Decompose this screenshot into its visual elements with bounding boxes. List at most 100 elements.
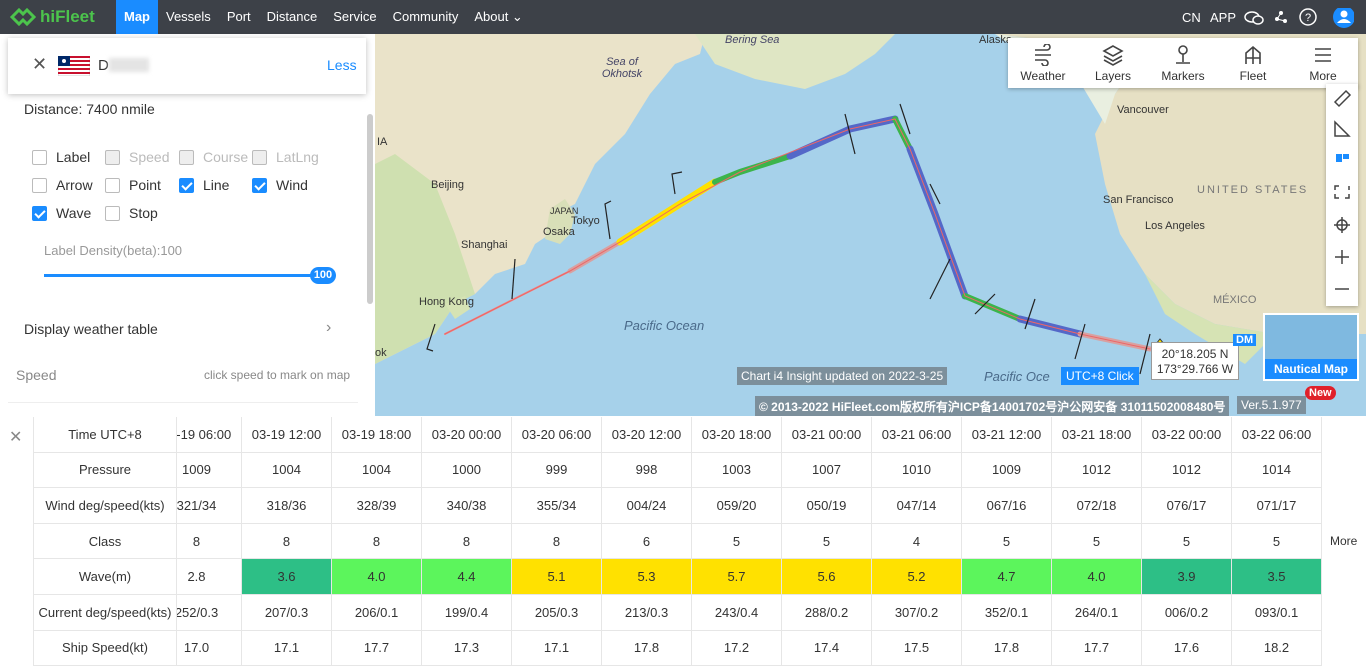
checkbox-label: Wind [276,177,308,193]
menu-item[interactable]: Service [333,9,377,24]
map-label: Hong Kong [419,296,475,308]
row-header: Wind deg/speed(kts) [34,488,177,524]
toolbar-button[interactable]: Layers [1078,38,1148,88]
checkbox[interactable] [32,149,47,165]
menu: Map Vessels Port Distance Service Community Ab… [116,0,531,34]
table-cell: 8 [242,523,332,560]
table-cell: 17.2 [692,630,782,667]
nautical-map-thumb[interactable]: Nautical Map [1263,313,1359,381]
latitude: 20°18.205 N [1161,347,1229,361]
checkbox[interactable] [105,205,120,221]
checkbox-option[interactable]: Label [32,148,105,166]
table-cell: 5 [1232,523,1322,560]
table-cell: 321/34 [152,488,242,524]
table-cell: 17.0 [152,630,242,667]
map-label: Alaska [979,34,1013,46]
row-header: Class [34,523,177,560]
table-data: 03-19 06:00 1009 321/34 8 2.8 252/0.3 17.0 03-1… [152,417,1322,667]
scrollbar[interactable] [367,114,373,304]
toolbar-button[interactable]: Markers [1148,38,1218,88]
wave-cell: 3.9 [1142,559,1232,595]
slider-handle[interactable]: 100 [310,267,336,284]
table-cell: 18.2 [1232,630,1322,667]
checkbox[interactable] [32,177,47,193]
table-cell: 5 [1142,523,1232,560]
table-cell: 1009 [152,452,242,489]
toolbar-button[interactable]: Fleet [1218,38,1288,88]
left-panel: ✕ D Less Distance: 7400 nmile Label Speed… [8,34,373,416]
table-cell: 4 [872,523,962,560]
table-row-headers: Time UTC+8 Pressure Wind deg/speed(kts) Cla… [33,417,177,667]
table-cell: 1003 [692,452,782,489]
checkbox-option[interactable]: Line [179,176,252,194]
checkbox-option[interactable]: Wind [252,176,332,194]
utc-button[interactable]: UTC+8 Click [1061,367,1139,385]
new-badge: New [1305,386,1336,400]
table-cell: 03-21 12:00 [962,417,1052,453]
table-cell: 03-19 06:00 [152,417,242,453]
table-cell: 1009 [962,452,1052,489]
chevron: › [326,319,332,336]
map-label: Tokyo [571,215,600,227]
wave-cell: 3.6 [242,559,332,595]
menu-item[interactable]: Vessels [166,9,211,24]
table-cell: 340/38 [422,488,512,524]
table-cell: 076/17 [1142,488,1232,524]
copyright: © 2013-2022 HiFleet.com版权所有沪ICP备14001702… [755,396,1230,416]
checkbox-label: Wave [56,205,92,221]
table-cell: 059/20 [692,488,782,524]
close-button[interactable]: ✕ [32,54,48,74]
menu-item[interactable]: Distance [266,9,318,24]
checkbox-label: LatLng [276,149,319,165]
checkbox-option[interactable]: Stop [105,204,179,222]
weather-table-link[interactable]: Display weather table [24,321,158,337]
menu-item[interactable]: Community [392,9,459,24]
checkbox[interactable] [105,177,120,193]
tooltip-tag: DM [1233,334,1257,346]
table-cell: 1000 [422,452,512,489]
slider-track[interactable] [44,274,334,277]
checkbox-option[interactable]: Arrow [32,176,105,194]
table-cell: 1012 [1142,452,1232,489]
map-label: MÉXICO [1213,294,1257,306]
more-link[interactable]: More [1330,534,1358,548]
table-cell: 17.7 [1052,630,1142,667]
menu-item[interactable]: Port [226,9,251,24]
table-cell: 03-20 18:00 [692,417,782,453]
table-cell: 264/0.1 [1052,594,1142,631]
checkbox-option[interactable]: Point [105,176,179,194]
map-label: Bering Sea [725,34,780,46]
table-cell: 1007 [782,452,872,489]
map[interactable]: Bering Sea Sea of Okhotsk Alaska Vancouv… [375,34,1366,416]
checkbox[interactable] [32,205,47,221]
toolbar-button[interactable]: More [1288,38,1358,88]
less-link[interactable]: Less [327,57,357,73]
table-cell: 072/18 [1052,488,1142,524]
name-blur [109,58,149,72]
checkbox-label: Arrow [56,177,93,193]
checkbox[interactable] [252,177,267,193]
coord-tooltip: 20°18.205 N 173°29.766 W [1151,342,1239,380]
table-cell: 17.8 [602,630,692,667]
checkbox[interactable] [179,177,194,193]
table-column: 03-22 00:00 1012 076/17 5 3.9 006/0.2 17.6 [1142,417,1232,667]
table-close[interactable]: ✕ [9,429,23,446]
menu-item[interactable]: Map [116,0,158,34]
logo[interactable]: hiFleet [40,7,95,26]
lang[interactable]: CN [1182,10,1201,25]
table-cell: 5 [692,523,782,560]
checkbox-option[interactable]: Wave [32,204,105,222]
table-cell: 03-19 12:00 [242,417,332,453]
table-cell: 03-22 06:00 [1232,417,1322,453]
checkbox [105,149,120,165]
checkbox-label: Stop [129,205,158,221]
toolbar-button[interactable]: Weather [1008,38,1078,88]
map-label: Sea of Okhotsk [601,56,643,80]
nautical-map[interactable]: Nautical Map [1265,359,1357,379]
wave-cell: 5.2 [872,559,962,595]
table-cell: 067/16 [962,488,1052,524]
app[interactable]: APP [1210,10,1237,25]
menu-item[interactable]: About ⌄ [474,9,523,24]
divider [8,402,358,403]
speed-hint: click speed to mark on map [204,368,351,382]
